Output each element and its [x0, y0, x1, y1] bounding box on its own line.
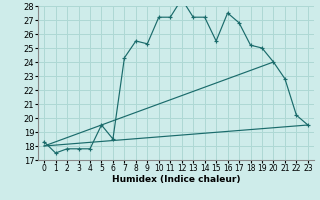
X-axis label: Humidex (Indice chaleur): Humidex (Indice chaleur)	[112, 175, 240, 184]
